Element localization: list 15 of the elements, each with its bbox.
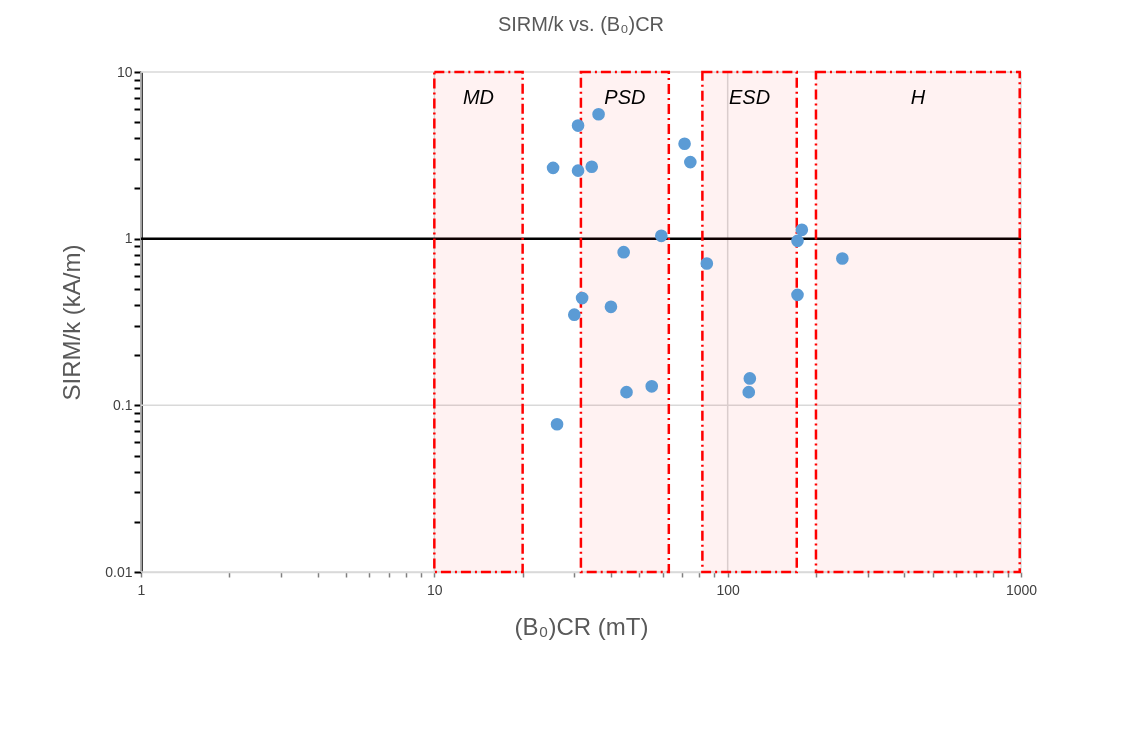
x-tick-label: 1000 [1005,581,1038,598]
x-tick-label: 1 [137,581,146,598]
band-label: H [910,86,926,108]
y-tick-label: 0.01 [105,563,133,580]
chart-title: SIRM/k vs. (B₀)CR [497,13,665,35]
y-tick-label: 1 [124,230,133,247]
x-tick-label: 10 [427,581,443,598]
y-axis-title: SIRM/k (kA/m) [58,244,86,401]
band-label: MD [462,86,495,108]
x-axis-title: (B₀)CR (mT) [514,612,649,640]
band-label: ESD [729,86,771,108]
y-tick-label: 0.1 [113,396,133,413]
band-label: PSD [604,86,646,108]
x-tick-label: 100 [716,581,741,598]
y-tick-label: 10 [116,63,133,80]
